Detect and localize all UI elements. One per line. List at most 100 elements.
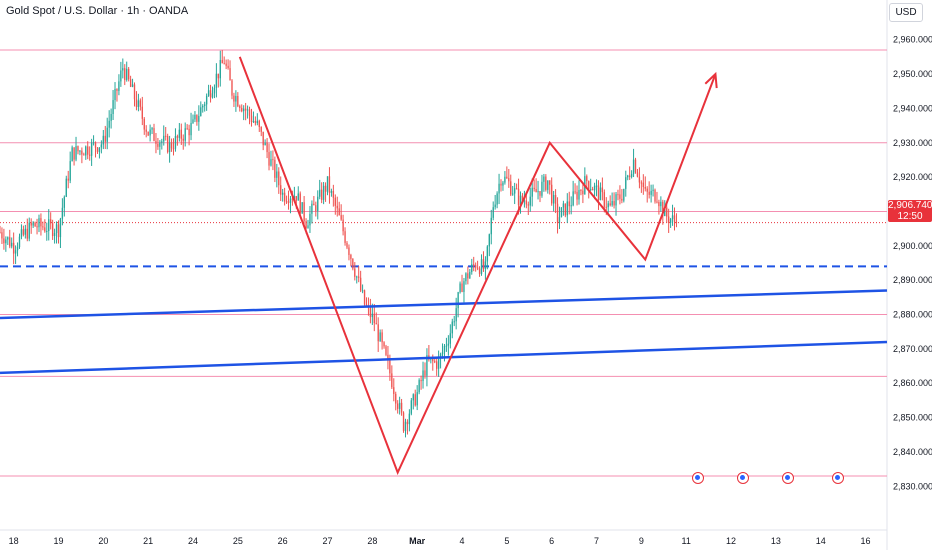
candle[interactable] [219, 50, 221, 87]
candle[interactable] [578, 180, 580, 205]
candle[interactable] [165, 127, 167, 141]
candle[interactable] [473, 256, 475, 272]
candle[interactable] [644, 176, 646, 192]
candle[interactable] [675, 213, 678, 228]
candle[interactable] [155, 132, 157, 154]
candle[interactable] [81, 147, 83, 164]
candle[interactable] [270, 150, 272, 167]
candle[interactable] [361, 284, 364, 294]
candle[interactable] [98, 147, 101, 159]
candle[interactable] [656, 191, 658, 204]
candle[interactable] [32, 221, 34, 228]
candle[interactable] [619, 185, 621, 205]
candle[interactable] [83, 152, 85, 156]
candle[interactable] [595, 179, 598, 197]
candle[interactable] [196, 114, 198, 126]
candle[interactable] [599, 182, 602, 201]
candle[interactable] [482, 251, 485, 272]
candle[interactable] [572, 180, 574, 207]
candle[interactable] [570, 196, 572, 215]
candle[interactable] [506, 166, 508, 180]
candle[interactable] [562, 200, 565, 216]
candle[interactable] [510, 174, 512, 197]
candle[interactable] [424, 362, 426, 379]
candle[interactable] [229, 60, 231, 81]
candle[interactable] [293, 186, 296, 200]
candle[interactable] [576, 185, 578, 206]
candle[interactable] [348, 244, 350, 261]
candle[interactable] [129, 75, 132, 88]
candle[interactable] [623, 188, 625, 203]
candle[interactable] [159, 140, 161, 155]
candle[interactable] [488, 233, 490, 257]
candle[interactable] [307, 219, 309, 229]
candle[interactable] [205, 93, 208, 111]
candle[interactable] [14, 245, 17, 265]
candle[interactable] [352, 258, 354, 271]
candle[interactable] [552, 190, 555, 212]
candle[interactable] [209, 84, 212, 103]
candle[interactable] [494, 194, 496, 210]
candle[interactable] [666, 203, 668, 223]
candle[interactable] [400, 398, 403, 416]
candle[interactable] [106, 117, 108, 150]
candle[interactable] [628, 166, 631, 180]
candle[interactable] [213, 84, 216, 99]
candle[interactable] [315, 201, 317, 217]
candle[interactable] [529, 187, 531, 212]
candle[interactable] [57, 220, 60, 244]
candle[interactable] [412, 393, 414, 410]
candle[interactable] [11, 237, 13, 249]
candle[interactable] [638, 167, 641, 189]
candle[interactable] [178, 123, 181, 142]
candle[interactable] [88, 146, 91, 161]
candle[interactable] [71, 145, 73, 162]
candle[interactable] [69, 151, 71, 184]
candle[interactable] [498, 173, 500, 205]
candle[interactable] [363, 289, 366, 306]
candle[interactable] [560, 207, 563, 218]
candle[interactable] [627, 174, 629, 181]
candle[interactable] [44, 219, 46, 233]
candle[interactable] [319, 179, 321, 200]
candle[interactable] [299, 191, 301, 217]
candle[interactable] [231, 79, 233, 100]
candle[interactable] [274, 156, 276, 183]
candle[interactable] [453, 315, 455, 327]
candle[interactable] [554, 189, 557, 214]
candle[interactable] [496, 191, 498, 209]
candle[interactable] [437, 350, 440, 377]
candle[interactable] [190, 112, 192, 141]
candle[interactable] [12, 232, 15, 265]
candle[interactable] [445, 337, 448, 352]
candle[interactable] [383, 341, 385, 349]
candle[interactable] [500, 179, 502, 192]
candle[interactable] [174, 128, 177, 152]
candle[interactable] [451, 318, 453, 339]
candle[interactable] [207, 84, 210, 97]
candle[interactable] [621, 189, 623, 204]
candle[interactable] [26, 218, 28, 242]
candle[interactable] [545, 174, 547, 192]
candle[interactable] [574, 183, 576, 195]
candle[interactable] [233, 92, 235, 107]
candle[interactable] [611, 192, 613, 207]
candle[interactable] [543, 173, 545, 192]
candle[interactable] [502, 180, 504, 191]
candle[interactable] [615, 192, 617, 216]
candle[interactable] [402, 411, 405, 433]
candle[interactable] [512, 185, 514, 196]
candle[interactable] [20, 224, 23, 240]
candle[interactable] [241, 104, 243, 113]
candle[interactable] [204, 101, 206, 112]
candle[interactable] [336, 196, 338, 217]
candle[interactable] [16, 242, 19, 257]
us-flag-icon[interactable] [832, 472, 845, 484]
candle[interactable] [61, 198, 64, 226]
candle[interactable] [426, 348, 428, 387]
candle[interactable] [217, 73, 220, 88]
candle[interactable] [508, 168, 510, 188]
channel-trendline[interactable] [0, 289, 888, 320]
candle[interactable] [324, 182, 327, 202]
